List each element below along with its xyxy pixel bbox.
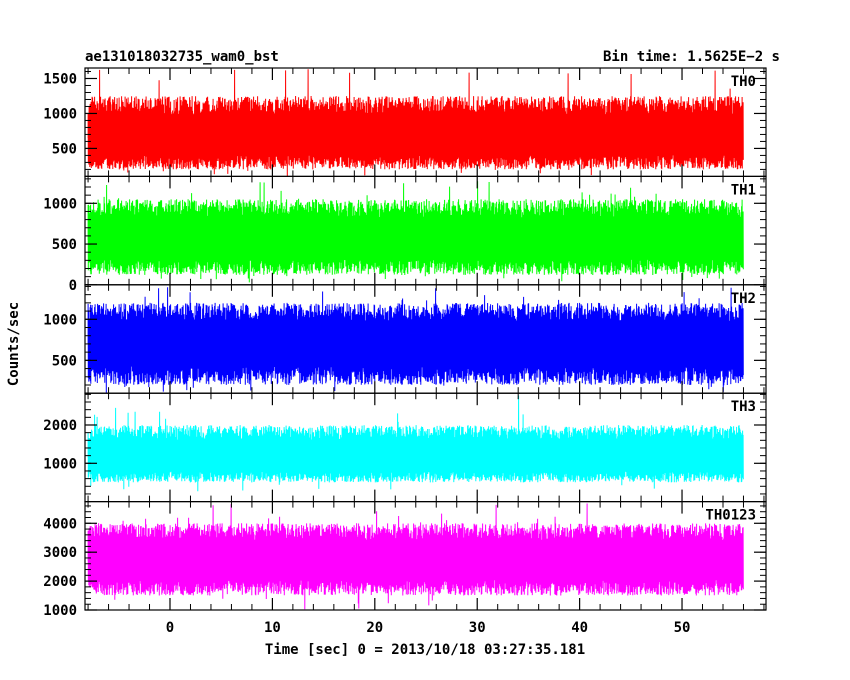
- series-th2: [87, 287, 744, 393]
- y-tick-label: 500: [52, 237, 77, 253]
- y-tick-label: 1000: [43, 312, 77, 328]
- chart-title-right: Bin time: 1.5625E−2 s: [603, 49, 780, 65]
- y-tick-label: 1000: [43, 106, 77, 122]
- series-th0: [87, 69, 744, 177]
- y-tick-label: 1500: [43, 71, 77, 87]
- x-axis-label: Time [sec] 0 = 2013/10/18 03:27:35.181: [265, 642, 585, 658]
- panel-label: TH3: [731, 399, 756, 415]
- y-tick-label: 1000: [43, 456, 77, 472]
- y-tick-label: 2000: [43, 574, 77, 590]
- y-tick-label: 2000: [43, 418, 77, 434]
- x-tick-label: 20: [366, 620, 383, 636]
- y-tick-label: 1000: [43, 603, 77, 619]
- y-tick-label: 4000: [43, 516, 77, 532]
- panel-label: TH2: [731, 291, 756, 307]
- series-th1: [87, 181, 744, 283]
- y-tick-label: 0: [69, 278, 77, 294]
- x-tick-label: 30: [469, 620, 486, 636]
- panel-th0123: 1000 2000 3000 4000 TH0123: [43, 501, 767, 619]
- panel-label: TH1: [731, 182, 756, 198]
- panel-th2: 500 1000 TH2: [43, 284, 767, 394]
- x-tick-label: 40: [571, 620, 588, 636]
- panel-label: TH0: [731, 74, 756, 90]
- panel-frame: [84, 501, 767, 611]
- x-tick-label: 50: [674, 620, 691, 636]
- panel-th0: 500 1000 1500 TH0: [43, 67, 767, 178]
- y-axis-label: Counts/sec: [6, 302, 22, 386]
- y-tick-label: 3000: [43, 545, 77, 561]
- panel-th3: 1000 2000 TH3: [43, 392, 767, 503]
- y-tick-label: 1000: [43, 196, 77, 212]
- x-tick-label: 10: [264, 620, 281, 636]
- x-tick-label: 0: [166, 620, 174, 636]
- panel-th1: 0 500 1000 TH1: [43, 175, 767, 294]
- series-th0123: [87, 503, 744, 610]
- series-th3: [87, 395, 744, 492]
- chart-title-left: ae131018032735_wam0_bst: [85, 49, 279, 65]
- y-tick-label: 500: [52, 141, 77, 157]
- y-tick-label: 500: [52, 353, 77, 369]
- panel-label: TH0123: [705, 508, 756, 524]
